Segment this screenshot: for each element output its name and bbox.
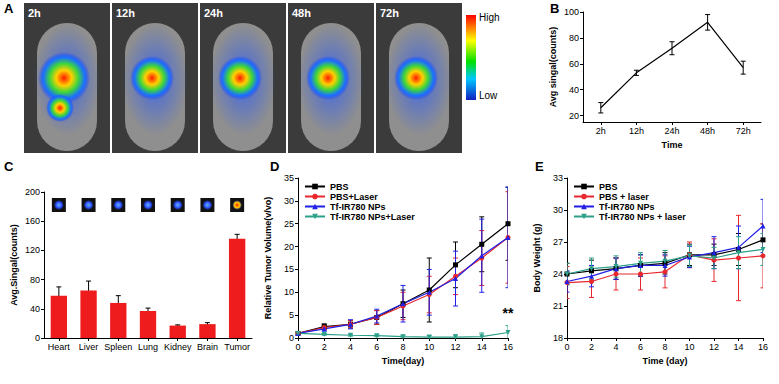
svg-text:80: 80 — [30, 275, 40, 285]
svg-text:**: ** — [503, 305, 514, 321]
svg-text:2: 2 — [322, 342, 327, 352]
svg-text:60: 60 — [569, 59, 579, 69]
svg-text:40: 40 — [30, 304, 40, 314]
svg-text:Avg.Singal(counts): Avg.Singal(counts) — [9, 224, 19, 306]
svg-text:4: 4 — [348, 342, 353, 352]
svg-text:16: 16 — [758, 342, 768, 352]
svg-text:Spleen: Spleen — [104, 342, 132, 352]
svg-text:16: 16 — [503, 342, 513, 352]
svg-text:100: 100 — [564, 7, 579, 17]
svg-text:0: 0 — [289, 333, 294, 343]
svg-text:Body Weight (g): Body Weight (g) — [532, 224, 542, 293]
svg-text:15: 15 — [284, 264, 294, 274]
svg-text:160: 160 — [25, 216, 40, 226]
svg-text:A: A — [4, 1, 14, 16]
svg-text:30: 30 — [284, 196, 294, 206]
svg-text:Kidney: Kidney — [164, 342, 192, 352]
svg-text:120: 120 — [25, 245, 40, 255]
svg-text:72h: 72h — [380, 7, 399, 19]
svg-text:2h: 2h — [28, 7, 41, 19]
svg-text:Time(day): Time(day) — [382, 356, 424, 366]
svg-text:2h: 2h — [596, 126, 606, 136]
svg-text:Time: Time — [662, 140, 683, 150]
svg-text:14: 14 — [733, 342, 743, 352]
svg-text:Avg singal(counts): Avg singal(counts) — [548, 27, 558, 108]
svg-text:Tf-IR780 NPs: Tf-IR780 NPs — [330, 202, 386, 212]
svg-text:0: 0 — [564, 342, 569, 352]
svg-text:Liver: Liver — [79, 342, 99, 352]
svg-text:10: 10 — [284, 287, 294, 297]
svg-text:33: 33 — [553, 173, 563, 183]
svg-text:5: 5 — [289, 310, 294, 320]
svg-text:200: 200 — [25, 187, 40, 197]
svg-text:72h: 72h — [736, 126, 751, 136]
svg-text:Low: Low — [479, 90, 498, 101]
svg-text:12: 12 — [709, 342, 719, 352]
svg-text:10: 10 — [424, 342, 434, 352]
svg-text:20: 20 — [284, 242, 294, 252]
svg-text:4: 4 — [613, 342, 618, 352]
svg-text:12: 12 — [450, 342, 460, 352]
svg-text:Heart: Heart — [48, 342, 71, 352]
svg-text:8: 8 — [400, 342, 405, 352]
svg-text:8: 8 — [662, 342, 667, 352]
svg-text:0: 0 — [295, 342, 300, 352]
svg-text:30: 30 — [553, 205, 563, 215]
svg-text:PBS + laser: PBS + laser — [599, 192, 649, 202]
svg-text:Tf-IR780 NPs+Laser: Tf-IR780 NPs+Laser — [330, 212, 415, 222]
svg-text:6: 6 — [374, 342, 379, 352]
svg-text:E: E — [535, 159, 544, 174]
svg-text:24h: 24h — [204, 7, 223, 19]
svg-text:Relative Tumor Volume(v/vo): Relative Tumor Volume(v/vo) — [263, 197, 273, 320]
svg-text:6: 6 — [638, 342, 643, 352]
svg-text:12h: 12h — [629, 126, 644, 136]
svg-text:18: 18 — [553, 333, 563, 343]
svg-text:24: 24 — [553, 269, 563, 279]
svg-text:C: C — [4, 159, 14, 174]
svg-text:80: 80 — [569, 33, 579, 43]
svg-text:10: 10 — [684, 342, 694, 352]
svg-text:Tumor: Tumor — [224, 342, 250, 352]
svg-text:Time (day): Time (day) — [643, 356, 688, 366]
svg-text:PBS: PBS — [330, 182, 349, 192]
svg-text:PBS+Laser: PBS+Laser — [330, 192, 378, 202]
svg-text:27: 27 — [553, 237, 563, 247]
svg-text:Lung: Lung — [138, 342, 158, 352]
svg-text:B: B — [550, 1, 559, 16]
svg-text:High: High — [479, 12, 500, 23]
svg-text:0: 0 — [35, 333, 40, 343]
svg-text:35: 35 — [284, 173, 294, 183]
svg-text:Brain: Brain — [197, 342, 218, 352]
svg-text:20: 20 — [569, 111, 579, 121]
svg-text:Tf-IR780 NPs + laser: Tf-IR780 NPs + laser — [599, 212, 686, 222]
svg-text:D: D — [270, 159, 279, 174]
svg-text:48h: 48h — [292, 7, 311, 19]
svg-text:PBS: PBS — [599, 182, 618, 192]
svg-text:40: 40 — [569, 85, 579, 95]
svg-text:12h: 12h — [116, 7, 135, 19]
svg-text:21: 21 — [553, 301, 563, 311]
svg-text:25: 25 — [284, 219, 294, 229]
svg-text:24h: 24h — [664, 126, 679, 136]
svg-text:14: 14 — [477, 342, 487, 352]
svg-text:Tf-IR780 NPs: Tf-IR780 NPs — [599, 202, 655, 212]
svg-text:2: 2 — [589, 342, 594, 352]
svg-text:48h: 48h — [700, 126, 715, 136]
